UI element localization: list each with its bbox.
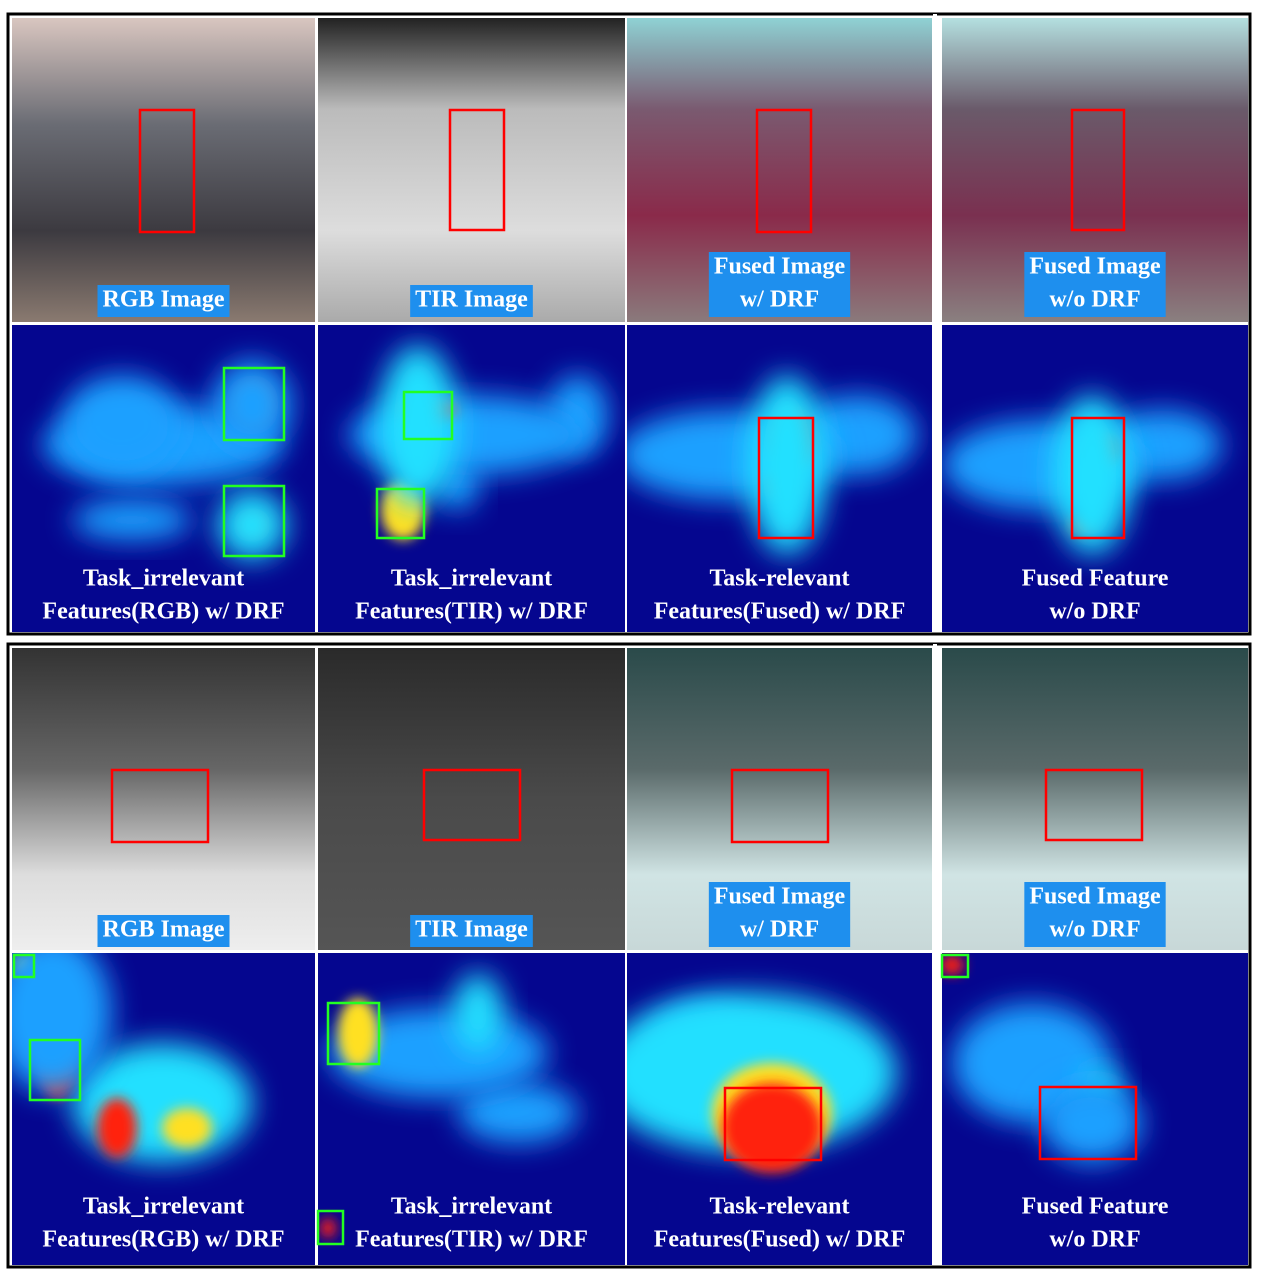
image-label: w/ DRF [740, 287, 819, 313]
feature-label: Fused Feature [1022, 1194, 1169, 1220]
label-highlight [708, 252, 851, 317]
feature-label: Task-relevant [709, 1194, 849, 1220]
image-label: RGB Image [103, 287, 225, 313]
highlight-box [1070, 108, 1126, 232]
highlight-box [755, 108, 813, 234]
heat-blob [62, 375, 182, 475]
image-label: Fused Image [714, 884, 846, 910]
label-highlight [97, 285, 230, 317]
highlight-box [375, 487, 426, 540]
label-highlight [708, 882, 851, 947]
highlight-box [402, 390, 454, 441]
heat-blob [1042, 1083, 1142, 1163]
image-label: TIR Image [415, 287, 528, 313]
highlight-box [110, 768, 210, 844]
heat-blob [942, 955, 964, 975]
image-panel [12, 648, 315, 950]
heat-blob [338, 998, 378, 1068]
heat-blob [453, 973, 503, 1053]
feature-label: Features(RGB) w/ DRF [42, 599, 284, 625]
image-label: Fused Image [714, 254, 846, 280]
image-label: TIR Image [415, 917, 528, 943]
highlight-box [422, 768, 522, 842]
heat-blob [722, 1083, 822, 1173]
heat-blob [217, 490, 287, 560]
heat-blob [72, 500, 192, 540]
highlight-box [723, 1086, 823, 1162]
feature-label: Fused Feature [1022, 566, 1169, 592]
highlight-box [316, 1209, 345, 1246]
label-highlight [1024, 882, 1166, 947]
group-frame [6, 12, 1252, 636]
heat-blob [162, 1108, 212, 1148]
heatmap [320, 973, 578, 1238]
heatmap [12, 953, 252, 1163]
heat-blob [12, 953, 112, 1093]
highlight-box [222, 366, 286, 442]
feature-label: Features(Fused) w/ DRF [654, 1227, 906, 1253]
group-frame [6, 642, 1252, 1269]
label-highlight [410, 285, 533, 317]
feature-label: Features(RGB) w/ DRF [42, 1227, 284, 1253]
highlight-box [138, 108, 196, 234]
heatmap [942, 955, 1142, 1163]
highlight-box [1070, 416, 1126, 540]
feature-label: Features(Fused) w/ DRF [654, 599, 906, 625]
label-highlight [410, 915, 533, 947]
highlight-box [448, 108, 506, 232]
heatmap [627, 375, 917, 555]
label-highlight [1024, 252, 1166, 317]
image-label: w/ DRF [740, 917, 819, 943]
highlight-box [12, 953, 36, 979]
heat-blob [212, 360, 292, 450]
feature-label: w/o DRF [1049, 1227, 1140, 1253]
heat-blob [320, 1218, 336, 1238]
feature-label: Features(TIR) w/ DRF [355, 599, 588, 625]
image-label: Fused Image [1029, 254, 1161, 280]
highlight-box [222, 484, 286, 558]
highlight-box [1038, 1085, 1138, 1161]
heat-blob [458, 1083, 578, 1143]
highlight-box [28, 1038, 82, 1102]
feature-label: Task-relevant [709, 566, 849, 592]
feature-label: w/o DRF [1049, 599, 1140, 625]
heatmap [42, 360, 292, 560]
image-label: RGB Image [103, 917, 225, 943]
highlight-box [757, 416, 815, 540]
image-panel [12, 18, 315, 322]
heatmap [348, 345, 608, 540]
feature-label: Task_irrelevant [83, 1194, 244, 1220]
label-highlight [97, 915, 230, 947]
heat-blob [747, 375, 827, 555]
highlight-box [1044, 768, 1144, 842]
feature-label: Features(TIR) w/ DRF [355, 1227, 588, 1253]
feature-label: Task_irrelevant [391, 566, 552, 592]
highlight-box [940, 953, 970, 979]
feature-label: Task_irrelevant [391, 1194, 552, 1220]
heat-blob [378, 345, 458, 505]
image-panel [318, 648, 625, 950]
feature-label: Task_irrelevant [83, 566, 244, 592]
image-label: Fused Image [1029, 884, 1161, 910]
highlight-box [730, 768, 830, 844]
heat-blob [97, 1098, 137, 1158]
image-label: w/o DRF [1049, 917, 1140, 943]
highlight-box [326, 1001, 381, 1066]
image-panel [318, 18, 625, 322]
image-label: w/o DRF [1049, 287, 1140, 313]
